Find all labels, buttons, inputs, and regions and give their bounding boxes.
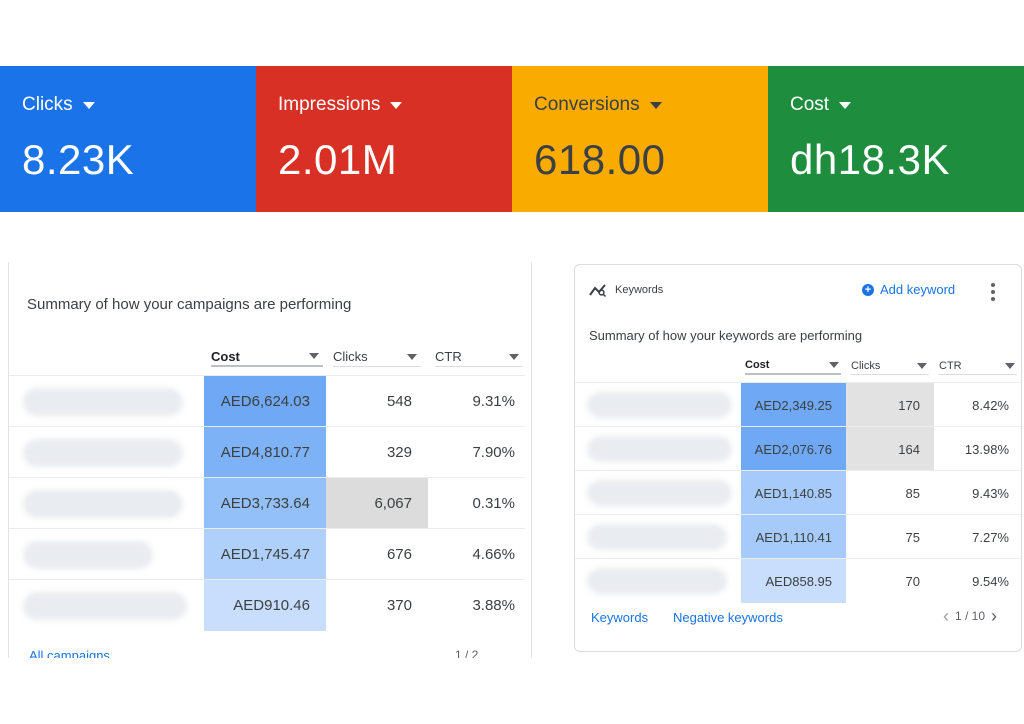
clicks-cell: 6,067 — [326, 478, 428, 529]
pager-label: 1 / 10 — [955, 609, 986, 623]
cost-cell: AED2,349.25 — [741, 383, 846, 427]
chevron-left-icon[interactable]: ‹ — [943, 606, 949, 626]
ctr-cell: 9.43% — [972, 485, 1009, 501]
ctr-cell: 0.31% — [472, 495, 515, 512]
redacted-keyword — [587, 436, 732, 462]
negative-keywords-link[interactable]: Negative keywords — [673, 610, 783, 625]
card-title: Summary of how your keywords are perform… — [589, 328, 863, 343]
clicks-cell: 370 — [386, 597, 412, 614]
card-header-label: Keywords — [615, 284, 664, 296]
more-options-icon[interactable] — [985, 283, 1001, 301]
redacted-campaign-name — [23, 541, 153, 569]
metric-tile-impressions[interactable]: Impressions 2.01M — [256, 66, 512, 212]
cost-cell: AED910.46 — [204, 580, 326, 631]
campaigns-pager[interactable]: 1 / 2 — [455, 648, 479, 658]
metric-label: Clicks — [22, 94, 73, 115]
ctr-cell: 7.27% — [972, 529, 1009, 545]
ctr-cell: 13.98% — [964, 441, 1009, 457]
add-keyword-label: Add keyword — [880, 282, 956, 297]
table-row[interactable]: AED1,140.85 85 9.43% — [575, 470, 1021, 515]
cost-cell: AED2,076.76 — [741, 427, 846, 471]
table-row[interactable]: AED2,076.76 164 13.98% — [575, 426, 1021, 471]
table-row[interactable]: AED3,733.64 6,067 0.31% — [9, 477, 525, 529]
table-row[interactable]: AED1,110.41 75 7.27% — [575, 514, 1021, 559]
redacted-keyword — [587, 480, 732, 506]
table-row[interactable]: AED858.95 70 9.54% — [575, 558, 1021, 603]
metric-tile-cost[interactable]: Cost dh18.3K — [768, 66, 1024, 212]
ctr-cell: 9.31% — [472, 393, 515, 410]
cost-cell: AED3,733.64 — [204, 478, 326, 529]
column-header-clicks[interactable]: Clicks — [333, 347, 421, 367]
keywords-link[interactable]: Keywords — [591, 610, 649, 625]
keywords-pager: ‹ 1 / 10 › — [943, 606, 998, 626]
clicks-cell: 548 — [386, 393, 412, 410]
dropdown-caret-icon[interactable] — [839, 101, 852, 109]
cost-cell: AED4,810.77 — [204, 427, 326, 478]
sort-caret-icon — [829, 362, 839, 368]
cost-cell: AED1,745.47 — [204, 529, 326, 580]
redacted-campaign-name — [23, 592, 187, 620]
metric-value: 8.23K — [22, 136, 135, 183]
clicks-cell: 329 — [386, 444, 412, 461]
column-header-ctr[interactable]: CTR — [939, 357, 1017, 375]
ctr-cell: 9.54% — [972, 573, 1009, 589]
metric-value: 2.01M — [278, 136, 398, 183]
card-title: Summary of how your campaigns are perfor… — [27, 296, 352, 313]
sort-caret-icon — [917, 362, 927, 369]
clicks-cell: 75 — [905, 529, 920, 545]
table-row[interactable]: AED1,745.47 676 4.66% — [9, 528, 525, 580]
sort-caret-icon — [309, 353, 319, 359]
redacted-campaign-name — [23, 490, 183, 518]
sort-caret-icon — [509, 353, 519, 360]
column-header-ctr[interactable]: CTR — [435, 347, 523, 367]
column-header-clicks[interactable]: Clicks — [851, 357, 929, 375]
all-campaigns-link[interactable]: All campaigns — [29, 648, 110, 658]
metric-label: Impressions — [278, 94, 381, 115]
table-row[interactable]: AED910.46 370 3.88% — [9, 579, 525, 631]
cost-cell: AED1,110.41 — [741, 515, 846, 559]
table-row[interactable]: AED2,349.25 170 8.42% — [575, 382, 1021, 427]
ctr-cell: 4.66% — [472, 546, 515, 563]
clicks-cell: 676 — [386, 546, 412, 563]
metric-tile-clicks[interactable]: Clicks 8.23K — [0, 66, 256, 212]
redacted-keyword — [587, 524, 727, 550]
chevron-right-icon[interactable]: › — [991, 606, 998, 626]
column-header-cost[interactable]: Cost — [211, 347, 323, 367]
dropdown-caret-icon[interactable] — [390, 101, 403, 109]
clicks-cell: 85 — [905, 485, 920, 501]
dropdown-caret-icon[interactable] — [82, 101, 95, 109]
cost-cell: AED6,624.03 — [204, 376, 326, 427]
metric-label: Cost — [790, 94, 830, 115]
cost-cell: AED1,140.85 — [741, 471, 846, 515]
campaigns-summary-card: Summary of how your campaigns are perfor… — [8, 262, 532, 658]
sort-caret-icon — [407, 353, 417, 360]
clicks-cell: 70 — [905, 573, 920, 589]
clicks-cell: 170 — [846, 383, 934, 427]
table-row[interactable]: AED6,624.03 548 9.31% — [9, 375, 525, 427]
card-header: Keywords — [589, 283, 663, 297]
ctr-cell: 7.90% — [472, 444, 515, 461]
metric-label: Conversions — [534, 94, 640, 115]
redacted-campaign-name — [23, 388, 183, 416]
redacted-campaign-name — [23, 439, 183, 467]
metric-tiles: Clicks 8.23K Impressions 2.01M Conversio… — [0, 66, 1024, 212]
keywords-summary-card: Keywords + Add keyword Summary of how yo… — [574, 264, 1022, 652]
redacted-keyword — [587, 392, 732, 418]
add-keyword-button[interactable]: + Add keyword — [862, 282, 955, 297]
dropdown-caret-icon[interactable] — [649, 101, 662, 109]
keywords-icon — [589, 284, 607, 297]
redacted-keyword — [587, 568, 727, 594]
clicks-cell: 164 — [846, 427, 934, 471]
ctr-cell: 8.42% — [972, 397, 1009, 413]
table-row[interactable]: AED4,810.77 329 7.90% — [9, 426, 525, 478]
metric-tile-conversions[interactable]: Conversions 618.00 — [512, 66, 768, 212]
column-header-cost[interactable]: Cost — [745, 357, 841, 375]
metric-value: dh18.3K — [790, 136, 950, 183]
ctr-cell: 3.88% — [472, 597, 515, 614]
metric-value: 618.00 — [534, 136, 666, 183]
cost-cell: AED858.95 — [741, 559, 846, 603]
sort-caret-icon — [1005, 362, 1015, 369]
plus-icon: + — [862, 283, 874, 296]
